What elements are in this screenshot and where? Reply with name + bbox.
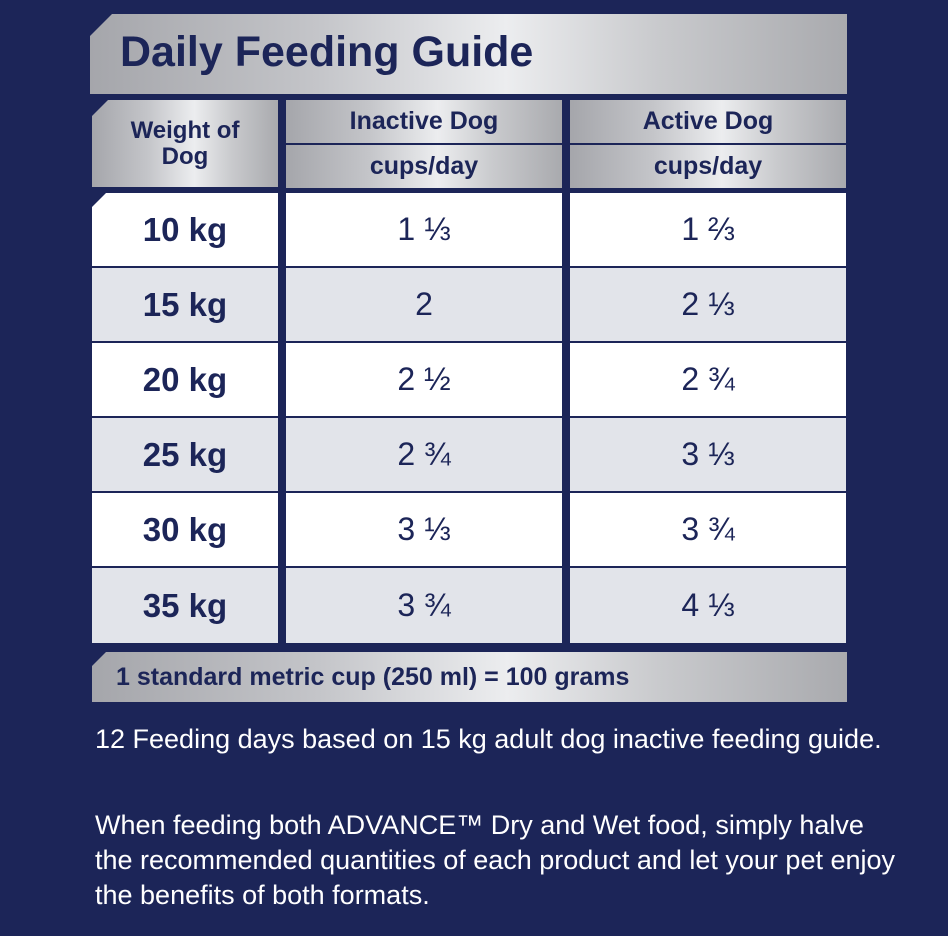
table-row-active: 2 ¾ [570,343,846,416]
page-title: Daily Feeding Guide [120,28,534,76]
table-row-active: 2 ⅓ [570,268,846,341]
header-active-unit: cups/day [653,152,763,180]
header-active-unit-cell: cups/day [570,145,846,188]
feeding-days-note: 12 Feeding days based on 15 kg adult dog… [95,724,882,754]
header-inactive-unit-cell: cups/day [286,145,562,188]
table-row-active: 4 ⅓ [570,568,846,643]
table-row-active: 1 ⅔ [570,193,846,266]
table-row-inactive: 1 ⅓ [286,193,562,266]
table-row-weight: 15 kg [92,268,278,341]
table-row-active: 3 ⅓ [570,418,846,491]
conversion-note-banner: 1 standard metric cup (250 ml) = 100 gra… [92,652,847,702]
conversion-note: 1 standard metric cup (250 ml) = 100 gra… [116,662,630,691]
header-inactive-dog: Inactive Dog [286,100,562,143]
title-banner: Daily Feeding Guide [90,14,847,94]
table-row-inactive: 2 [286,268,562,341]
table-row-inactive: 2 ½ [286,343,562,416]
table-row-inactive: 2 ¾ [286,418,562,491]
header-weight-of-dog: Weight of Dog [92,100,278,187]
table-row-weight: 35 kg [92,568,278,643]
table-row-inactive: 3 ⅓ [286,493,562,566]
header-inactive-label: Inactive Dog [349,107,499,135]
table-row-weight: 10 kg [92,193,278,266]
table-row-active: 3 ¾ [570,493,846,566]
table-row-weight: 25 kg [92,418,278,491]
header-inactive-unit: cups/day [369,152,479,180]
header-active-dog: Active Dog [570,100,846,143]
table-row-inactive: 3 ¾ [286,568,562,643]
header-active-label: Active Dog [642,107,774,135]
table-row-weight: 20 kg [92,343,278,416]
dry-wet-feeding-note: When feeding both ADVANCE™ Dry and Wet f… [95,810,896,910]
header-weight-label: Weight of Dog [130,116,240,170]
table-row-weight: 30 kg [92,493,278,566]
